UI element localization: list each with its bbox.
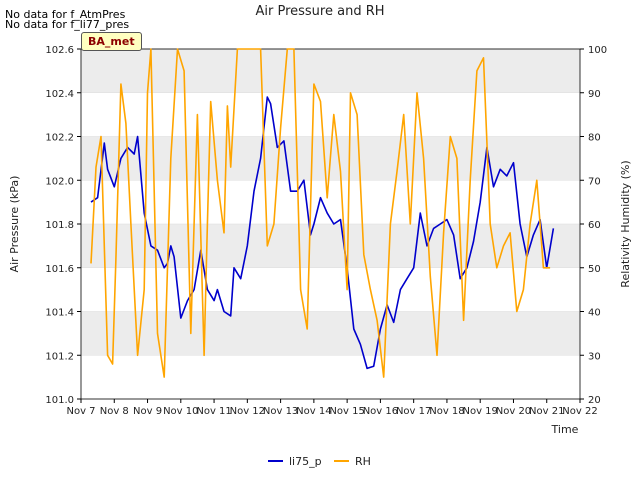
y2-tick-label: 50 — [588, 264, 601, 275]
y2-tick-label: 30 — [588, 351, 601, 362]
no-data-note-atmpres: No data for f_AtmPres — [5, 8, 126, 21]
x-tick-label: Nov 9 — [133, 406, 162, 417]
y2-tick-label: 20 — [588, 395, 601, 406]
x-tick-label: Nov 12 — [230, 406, 265, 417]
x-tick-label: Nov 7 — [66, 406, 95, 417]
axis-ticks: 101.0 101.2 101.4 101.6 101.8 102.0 102.2 102.4… — [45, 45, 607, 417]
x-tick-label: Nov 11 — [196, 406, 231, 417]
y-tick-label: 101.8 — [45, 220, 74, 231]
y2-tick-label: 100 — [588, 45, 607, 56]
y-tick-label: 101.4 — [45, 308, 74, 319]
x-tick-label: Nov 17 — [396, 406, 431, 417]
x-tick-label: Nov 13 — [263, 406, 298, 417]
background-band — [81, 311, 580, 356]
legend-label-rh: RH — [355, 455, 371, 468]
x-tick-label: Nov 15 — [329, 406, 364, 417]
y2-tick-label: 90 — [588, 89, 601, 100]
x-tick-label: Nov 10 — [163, 406, 198, 417]
x-tick-label: Nov 8 — [100, 406, 129, 417]
y2-tick-label: 40 — [588, 308, 601, 319]
y2-tick-label: 60 — [588, 220, 601, 231]
x-tick-label: Nov 16 — [363, 406, 398, 417]
x-axis-label: Time — [551, 423, 579, 436]
background-band — [81, 224, 580, 268]
y-tick-label: 102.4 — [45, 89, 74, 100]
legend-label-li75-p: li75_p — [289, 455, 322, 468]
x-tick-label: Nov 22 — [562, 406, 597, 417]
background-band — [81, 49, 580, 93]
series-line-rh — [90, 48, 551, 378]
y-tick-label: 101.0 — [45, 395, 74, 406]
x-tick-label: Nov 14 — [296, 406, 331, 417]
y2-tick-label: 70 — [588, 176, 601, 187]
x-tick-label: Nov 20 — [496, 406, 531, 417]
legend: li75_p RH — [268, 455, 371, 468]
y-tick-label: 102.2 — [45, 133, 74, 144]
x-tick-label: Nov 21 — [529, 406, 564, 417]
y2-tick-label: 80 — [588, 133, 601, 144]
y-tick-label: 101.2 — [45, 351, 74, 362]
background-bands — [81, 49, 580, 356]
no-data-note-li77: No data for f_li77_pres — [5, 18, 130, 31]
y2-axis-label: Relativity Humidity (%) — [619, 160, 632, 287]
site-badge: BA_met — [81, 32, 142, 51]
x-tick-label: Nov 19 — [462, 406, 497, 417]
y-tick-label: 102.0 — [45, 176, 74, 187]
y-axis-label: Air Pressure (kPa) — [8, 176, 21, 273]
y-tick-label: 102.6 — [45, 45, 74, 56]
y-tick-label: 101.6 — [45, 264, 74, 275]
series-lines — [90, 48, 555, 378]
x-tick-label: Nov 18 — [429, 406, 464, 417]
chart-title: Air Pressure and RH — [255, 4, 384, 19]
